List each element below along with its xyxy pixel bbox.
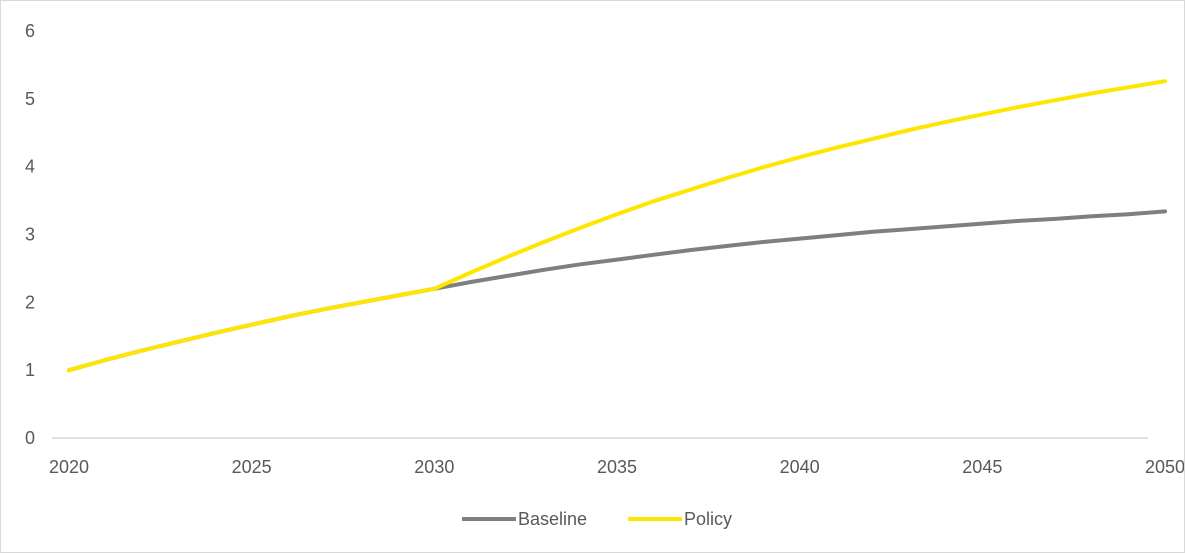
legend-label-baseline: Baseline (518, 509, 587, 529)
legend: Baseline Policy (462, 509, 732, 529)
x-tick-label-2050: 2050 (1145, 457, 1184, 477)
x-tick-label-2045: 2045 (962, 457, 1002, 477)
legend-label-policy: Policy (684, 509, 732, 529)
y-tick-label-3: 3 (25, 225, 35, 245)
x-tick-label-2035: 2035 (597, 457, 637, 477)
y-tick-label-1: 1 (25, 360, 35, 380)
y-tick-label-6: 6 (25, 21, 35, 41)
x-tick-label-2025: 2025 (232, 457, 272, 477)
y-tick-label-2: 2 (25, 292, 35, 312)
y-tick-label-5: 5 (25, 89, 35, 109)
x-tick-label-2030: 2030 (414, 457, 454, 477)
y-axis-tick-labels: 0 1 2 3 4 5 6 (25, 21, 35, 448)
x-tick-label-2040: 2040 (780, 457, 820, 477)
y-tick-label-4: 4 (25, 157, 35, 177)
x-axis-tick-labels: 2020 2025 2030 2035 2040 2045 2050 (49, 457, 1185, 477)
series-line-policy (67, 79, 1167, 373)
x-tick-label-2020: 2020 (49, 457, 89, 477)
series-lines (67, 79, 1167, 373)
y-tick-label-0: 0 (25, 428, 35, 448)
series-line-baseline (67, 209, 1167, 373)
